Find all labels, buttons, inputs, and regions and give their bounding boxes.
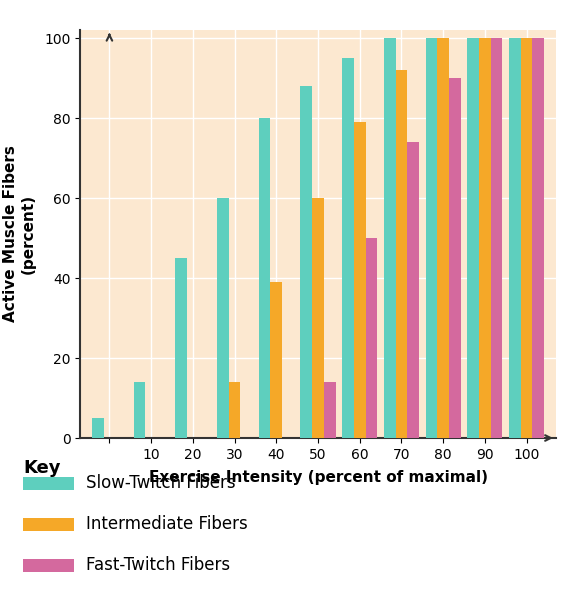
Bar [134,382,146,438]
Text: Fast-Twitch Fibers: Fast-Twitch Fibers [86,556,230,574]
Bar [384,38,395,438]
Bar [300,86,312,438]
Bar [217,198,229,438]
Bar [521,38,532,438]
Bar [229,382,241,438]
X-axis label: Exercise Intensity (percent of maximal): Exercise Intensity (percent of maximal) [148,470,488,485]
Bar [312,198,324,438]
Bar [342,58,354,438]
Bar [92,418,104,438]
Bar [532,38,544,438]
Bar [490,38,503,438]
Bar [354,122,366,438]
Text: Slow-Twitch Fibers: Slow-Twitch Fibers [86,474,236,492]
Bar [259,118,270,438]
Bar [324,382,336,438]
Text: Intermediate Fibers: Intermediate Fibers [86,515,248,533]
Y-axis label: Active Muscle Fibers
(percent): Active Muscle Fibers (percent) [3,146,36,322]
Bar [426,38,437,438]
Bar [407,142,419,438]
Bar [468,38,479,438]
Bar [175,258,187,438]
Bar [479,38,490,438]
Bar [437,38,449,438]
Text: Key: Key [23,459,60,477]
Bar [449,78,461,438]
Bar [509,38,521,438]
Bar [366,238,377,438]
Bar [395,70,407,438]
Bar [270,282,282,438]
